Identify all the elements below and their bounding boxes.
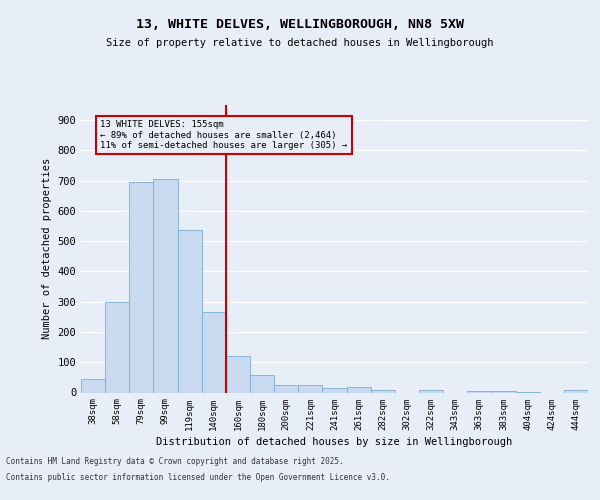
Text: 13 WHITE DELVES: 155sqm
← 89% of detached houses are smaller (2,464)
11% of semi: 13 WHITE DELVES: 155sqm ← 89% of detache… bbox=[100, 120, 347, 150]
Text: Contains HM Land Registry data © Crown copyright and database right 2025.: Contains HM Land Registry data © Crown c… bbox=[6, 458, 344, 466]
Bar bbox=[298, 385, 322, 392]
Bar bbox=[226, 356, 250, 393]
Bar bbox=[154, 178, 178, 392]
Bar bbox=[371, 390, 395, 392]
Bar bbox=[274, 385, 298, 392]
Bar bbox=[467, 390, 491, 392]
Bar bbox=[105, 302, 129, 392]
Bar bbox=[81, 379, 105, 392]
Bar bbox=[250, 375, 274, 392]
Bar bbox=[178, 230, 202, 392]
Bar bbox=[322, 388, 347, 392]
Y-axis label: Number of detached properties: Number of detached properties bbox=[42, 158, 52, 340]
Text: Contains public sector information licensed under the Open Government Licence v3: Contains public sector information licen… bbox=[6, 472, 390, 482]
Bar bbox=[419, 390, 443, 392]
Bar bbox=[491, 391, 515, 392]
Bar bbox=[347, 387, 371, 392]
Text: 13, WHITE DELVES, WELLINGBOROUGH, NN8 5XW: 13, WHITE DELVES, WELLINGBOROUGH, NN8 5X… bbox=[136, 18, 464, 30]
Bar bbox=[129, 182, 154, 392]
Bar bbox=[202, 312, 226, 392]
Bar bbox=[564, 390, 588, 392]
X-axis label: Distribution of detached houses by size in Wellingborough: Distribution of detached houses by size … bbox=[157, 436, 512, 446]
Text: Size of property relative to detached houses in Wellingborough: Size of property relative to detached ho… bbox=[106, 38, 494, 48]
